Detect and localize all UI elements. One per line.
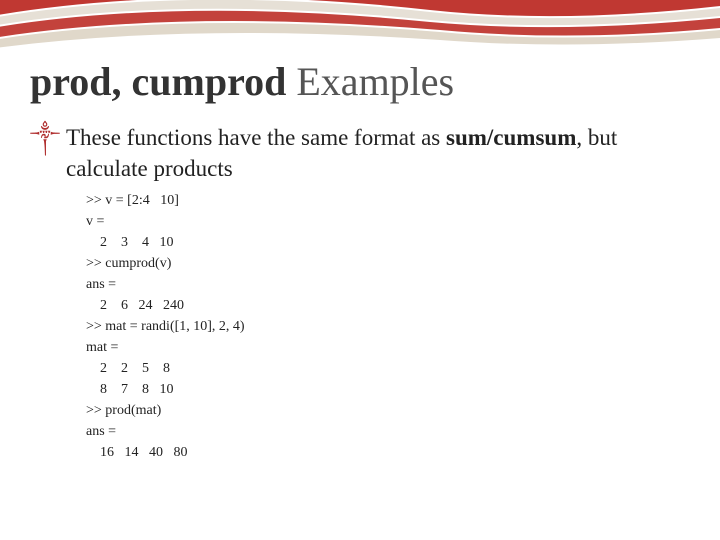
bullet-icon: ༒ (30, 122, 60, 153)
bullet-pre: These functions have the same format as (66, 125, 446, 150)
code-block: >> v = [2:4 10] v = 2 3 4 10 >> cumprod(… (86, 190, 690, 463)
body-area: ༒ These functions have the same format a… (0, 114, 720, 463)
slide-title: prod, cumprod Examples (30, 60, 690, 104)
title-bold: prod, cumprod (30, 59, 286, 104)
bullet-text: These functions have the same format as … (66, 122, 690, 184)
bullet-bold: sum/cumsum (446, 125, 576, 150)
title-light: Examples (286, 59, 454, 104)
title-area: prod, cumprod Examples (0, 0, 720, 114)
bullet-line: ༒ These functions have the same format a… (30, 122, 690, 184)
